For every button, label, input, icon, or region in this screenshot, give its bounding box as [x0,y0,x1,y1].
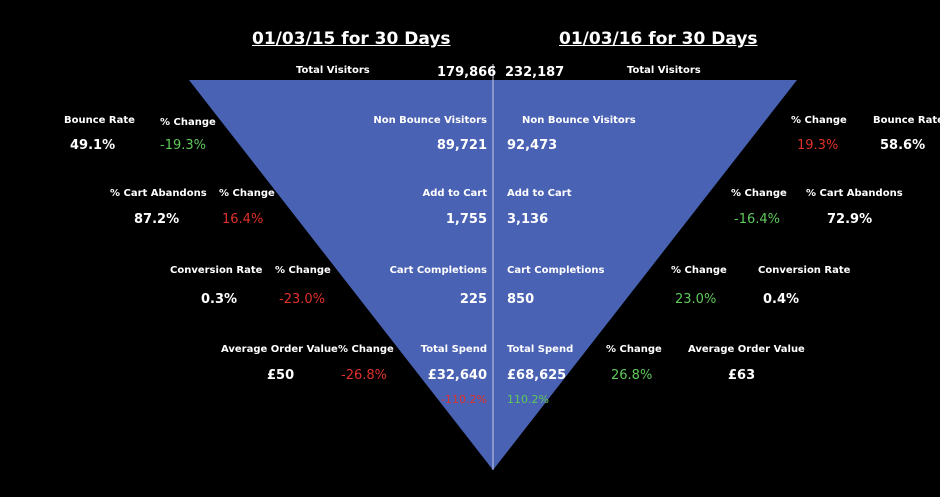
right-total-visitors-label: Total Visitors [627,65,701,76]
left-add-to-cart-value: 1,755 [445,212,487,227]
right-aov-label: Average Order Value [688,344,805,355]
right-conversion-change-value: 23.0% [675,292,717,307]
right-non-bounce-value: 92,473 [507,138,558,153]
left-cart-completions-label: Cart Completions [389,265,487,276]
left-total-spend-label: Total Spend [420,344,487,355]
left-non-bounce-value: 89,721 [436,138,487,153]
left-aov-value: £50 [267,368,295,383]
left-conversion-rate-label: Conversion Rate [170,265,263,276]
left-aov-label: Average Order Value [221,344,338,355]
left-total-spend-change: -110.2% [441,393,487,406]
left-bounce-rate-label: Bounce Rate [64,115,135,126]
right-cart-completions-label: Cart Completions [507,265,605,276]
left-aov-change-label: % Change [338,344,394,355]
right-bounce-change-label: % Change [791,115,847,126]
left-non-bounce-label: Non Bounce Visitors [373,115,487,126]
right-conversion-rate-label: Conversion Rate [758,265,851,276]
right-bounce-rate-label: Bounce Rate [873,115,940,126]
right-aov-value: £63 [728,368,756,383]
right-cart-abandons-value: 72.9% [827,212,873,227]
left-add-to-cart-label: Add to Cart [422,188,487,199]
left-bounce-rate-value: 49.1% [70,138,116,153]
right-conversion-rate-value: 0.4% [763,292,800,307]
right-period-title: 01/03/16 for 30 Days [559,29,758,49]
right-total-spend-change: 110.2% [507,393,549,406]
left-cart-abandons-change-value: 16.4% [222,212,264,227]
right-aov-change-value: 26.8% [611,368,653,383]
left-bounce-change-value: -19.3% [160,138,206,153]
right-cart-completions-value: 850 [507,292,535,307]
right-non-bounce-label: Non Bounce Visitors [522,115,636,126]
right-add-to-cart-label: Add to Cart [507,188,572,199]
left-total-visitors-value: 179,866 [437,65,497,80]
right-bounce-change-value: 19.3% [797,138,839,153]
left-conversion-change-value: -23.0% [279,292,325,307]
right-aov-change-label: % Change [606,344,662,355]
left-cart-completions-value: 225 [459,292,487,307]
right-cart-abandons-change-value: -16.4% [734,212,780,227]
left-conversion-rate-value: 0.3% [201,292,238,307]
right-bounce-rate-value: 58.6% [880,138,926,153]
right-total-spend-value: £68,625 [507,368,567,383]
left-bounce-change-label: % Change [160,117,216,128]
left-aov-change-value: -26.8% [341,368,387,383]
right-cart-abandons-change-label: % Change [731,188,787,199]
right-total-visitors-value: 232,187 [505,65,565,80]
left-total-spend-value: £32,640 [427,368,487,383]
right-add-to-cart-value: 3,136 [507,212,549,227]
left-cart-abandons-label: % Cart Abandons [110,188,207,199]
left-period-title: 01/03/15 for 30 Days [252,29,451,49]
left-conversion-change-label: % Change [275,265,331,276]
right-cart-abandons-label: % Cart Abandons [806,188,903,199]
left-cart-abandons-change-label: % Change [219,188,275,199]
left-cart-abandons-value: 87.2% [134,212,180,227]
left-total-visitors-label: Total Visitors [296,65,370,76]
right-total-spend-label: Total Spend [507,344,574,355]
right-conversion-change-label: % Change [671,265,727,276]
